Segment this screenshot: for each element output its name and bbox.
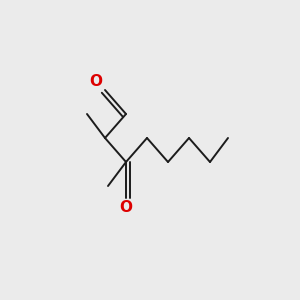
Text: O: O — [119, 200, 133, 214]
Text: O: O — [89, 74, 103, 88]
